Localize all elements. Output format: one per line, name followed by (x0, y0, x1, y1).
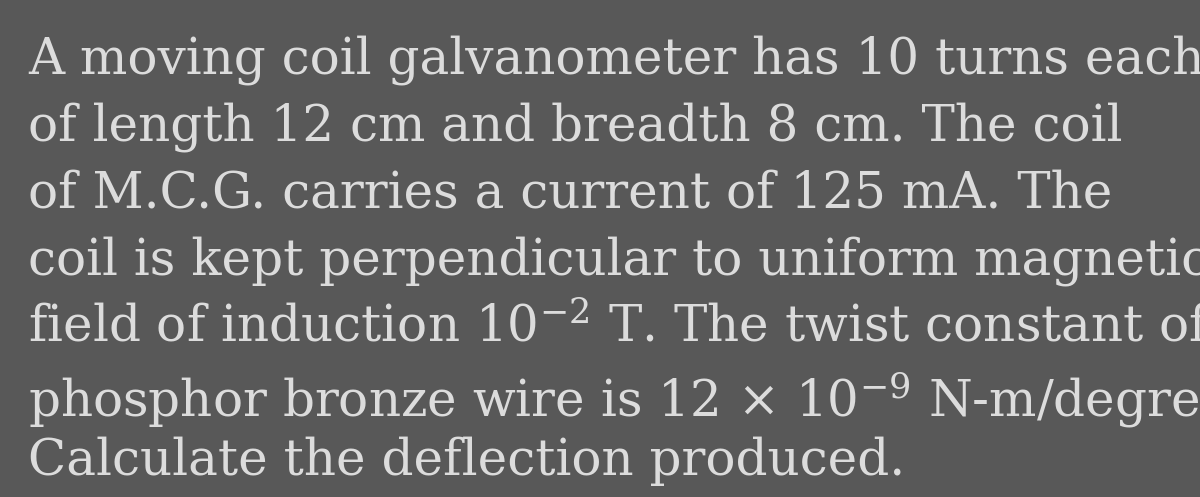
Text: field of induction $10^{-2}$ T. The twist constant of: field of induction $10^{-2}$ T. The twis… (28, 303, 1200, 352)
Text: Calculate the deflection produced.: Calculate the deflection produced. (28, 437, 905, 487)
Text: phosphor bronze wire is 12 $\times$ $10^{-9}$ N-m/degree.: phosphor bronze wire is 12 $\times$ $10^… (28, 370, 1200, 430)
Text: A moving coil galvanometer has 10 turns each: A moving coil galvanometer has 10 turns … (28, 35, 1200, 85)
Text: of M.C.G. carries a current of 125 mA. The: of M.C.G. carries a current of 125 mA. T… (28, 169, 1112, 219)
Text: coil is kept perpendicular to uniform magnetic: coil is kept perpendicular to uniform ma… (28, 236, 1200, 286)
Text: of length 12 cm and breadth 8 cm. The coil: of length 12 cm and breadth 8 cm. The co… (28, 102, 1122, 152)
